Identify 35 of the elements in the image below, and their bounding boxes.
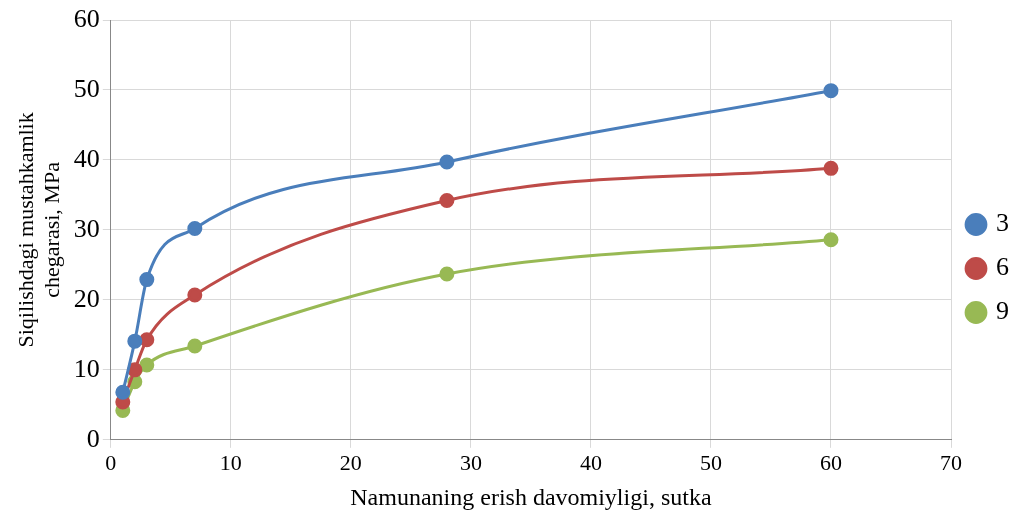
point — [187, 287, 203, 303]
point — [823, 232, 839, 248]
y-tick-label: 10 — [73, 353, 100, 383]
y-tick-label: 50 — [73, 73, 100, 103]
point — [139, 272, 155, 288]
x-tick-label: 0 — [105, 449, 117, 475]
x-tick-label: 60 — [819, 449, 842, 475]
y-tick-label: 60 — [73, 3, 100, 33]
point — [139, 357, 155, 373]
point — [439, 266, 455, 282]
point — [187, 221, 203, 236]
point — [823, 160, 839, 176]
x-tick-label: 30 — [459, 449, 482, 475]
point — [439, 193, 455, 209]
legend-label: 3 — [996, 208, 1009, 238]
x-tick-label: 10 — [219, 449, 242, 475]
legend-label: 9 — [996, 296, 1009, 326]
legend-label: 6 — [996, 252, 1009, 282]
x-tick-label: 20 — [339, 449, 362, 475]
y-axis-title: Siqilishdagi mustahkamlik chegarasi, MPa — [12, 112, 65, 348]
point — [139, 332, 155, 348]
y-tick-label: 40 — [73, 143, 100, 173]
point — [127, 362, 143, 378]
x-tick-label: 70 — [940, 449, 962, 475]
y-tick-label: 0 — [86, 423, 100, 453]
x-tick-label: 40 — [579, 449, 602, 475]
y-tick-label: 20 — [73, 283, 100, 313]
point — [439, 154, 455, 170]
y-tick-label: 30 — [73, 213, 100, 243]
point — [127, 333, 143, 349]
point — [115, 384, 131, 400]
x-tick-label: 50 — [699, 449, 722, 475]
x-axis-title: Namunaning erish davomiyligi, sutka — [350, 483, 712, 510]
point — [823, 83, 839, 99]
point — [187, 338, 203, 354]
